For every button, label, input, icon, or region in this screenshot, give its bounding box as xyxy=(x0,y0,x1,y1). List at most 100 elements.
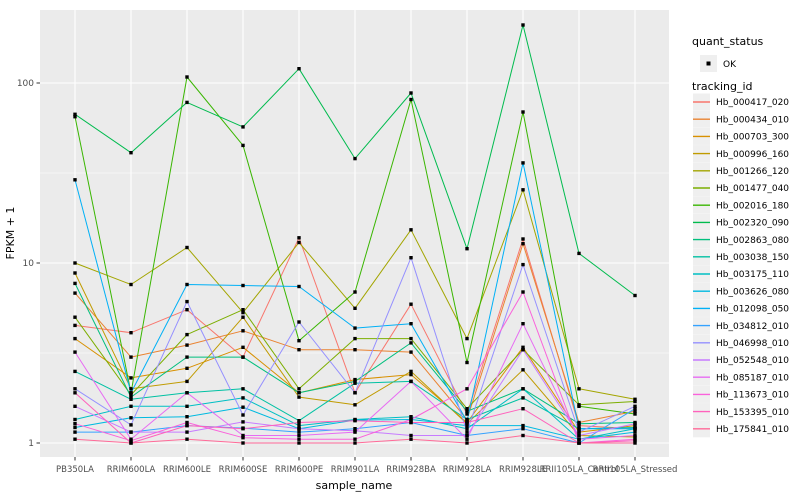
legend-item-label: Hb_003038_150 xyxy=(716,253,789,263)
data-point xyxy=(521,161,525,165)
data-point xyxy=(633,407,637,411)
x-tick-label: PB350LA xyxy=(56,465,94,475)
data-point xyxy=(633,404,637,408)
data-point xyxy=(129,423,133,427)
data-point xyxy=(633,433,637,438)
data-point xyxy=(633,397,637,401)
x-axis-tick-labels: PB350LA RRIM600LA RRIM600LE RRIM600SE RRIM60… xyxy=(56,465,677,475)
legend-item-label: Hb_175841_010 xyxy=(716,425,789,435)
data-point xyxy=(129,376,133,380)
data-point xyxy=(409,369,413,374)
legend-item-label: Hb_003626_080 xyxy=(716,287,789,297)
x-tick-label: RRIM928LE xyxy=(499,465,547,475)
legend-item: Hb_085187_010 xyxy=(693,368,789,386)
data-point xyxy=(409,341,413,345)
data-point xyxy=(521,423,525,428)
data-point xyxy=(297,284,301,289)
x-tick-label: RRII105LA_Stressed xyxy=(593,465,678,475)
x-tick-label: RRIM600LE xyxy=(163,465,211,475)
data-point xyxy=(185,299,189,304)
legend-items: Hb_000417_020 Hb_000434_010 Hb_000703_300 H… xyxy=(693,93,789,438)
data-point xyxy=(409,350,413,354)
data-point xyxy=(129,430,133,434)
legend-item: Hb_000703_300 xyxy=(693,127,789,145)
data-point xyxy=(353,430,357,434)
legend-item-label: Hb_001477_040 xyxy=(716,184,789,194)
data-point xyxy=(353,437,357,441)
data-point xyxy=(465,427,469,431)
legend: quant_status OK tracking_id Hb_000417_02… xyxy=(692,35,789,438)
data-point xyxy=(409,91,413,95)
legend-item: Hb_000417_020 xyxy=(693,93,789,111)
data-point xyxy=(241,441,245,445)
data-point xyxy=(73,271,77,275)
y-tick-label: 1 xyxy=(28,439,34,449)
data-point xyxy=(521,396,525,400)
data-point xyxy=(577,404,581,408)
legend-item-label: Hb_000417_020 xyxy=(716,98,789,108)
x-axis-title: sample_name xyxy=(316,479,393,492)
data-point xyxy=(353,306,357,310)
data-point xyxy=(577,430,581,434)
data-point xyxy=(465,247,469,251)
data-point xyxy=(297,427,301,431)
data-point xyxy=(577,251,581,256)
series-points xyxy=(73,23,637,445)
x-tick-label: RRIM600SE xyxy=(219,465,268,475)
data-point xyxy=(185,437,189,441)
data-point xyxy=(521,262,525,267)
data-point xyxy=(129,397,133,401)
data-point xyxy=(241,433,245,438)
data-point xyxy=(521,188,525,192)
data-point xyxy=(353,348,357,352)
legend-item-label: Hb_003175_110 xyxy=(716,270,789,280)
legend-item-label: Hb_000703_300 xyxy=(716,133,789,143)
legend-item: Hb_113673_010 xyxy=(693,385,789,403)
legend-item-label: Hb_052548_010 xyxy=(716,356,789,366)
data-point xyxy=(73,112,77,116)
data-point xyxy=(353,391,357,395)
data-point xyxy=(353,290,357,294)
data-point xyxy=(521,407,525,411)
data-point xyxy=(521,242,525,246)
legend-item: Hb_002320_090 xyxy=(693,213,789,231)
data-point xyxy=(297,348,301,352)
data-point xyxy=(577,441,581,445)
data-point xyxy=(577,433,581,438)
data-point xyxy=(129,331,133,335)
data-point xyxy=(633,441,637,445)
data-point xyxy=(465,387,469,391)
legend-item-label: Hb_085187_010 xyxy=(716,373,789,383)
data-point xyxy=(465,420,469,425)
legend-label-ok: OK xyxy=(723,60,737,70)
data-point xyxy=(521,345,525,349)
data-point xyxy=(409,322,413,326)
data-point xyxy=(73,422,77,426)
data-point xyxy=(129,404,133,408)
data-point xyxy=(465,417,469,422)
data-point xyxy=(73,291,77,295)
y-tick-label: 100 xyxy=(17,79,34,89)
data-point xyxy=(409,372,413,377)
data-point xyxy=(185,415,189,419)
data-point xyxy=(521,387,525,391)
data-point xyxy=(73,437,77,441)
legend-item: Hb_002016_180 xyxy=(693,196,789,214)
x-tick-label: RRIM928LA xyxy=(443,465,492,475)
data-point xyxy=(353,381,357,385)
data-point xyxy=(521,368,525,372)
data-point xyxy=(409,433,413,438)
legend-item-label: Hb_012098_050 xyxy=(716,305,789,315)
data-point xyxy=(409,437,413,441)
legend-item-label: Hb_001266_120 xyxy=(716,167,789,177)
x-tick-label: RRIM600PE xyxy=(275,465,323,475)
data-point xyxy=(353,336,357,341)
data-point xyxy=(129,151,133,155)
data-point xyxy=(465,433,469,438)
legend-item-label: Hb_000434_010 xyxy=(716,115,789,125)
data-point xyxy=(73,115,77,119)
x-tick-label: RRIM600LA xyxy=(107,465,156,475)
legend-item-label: Hb_002863_080 xyxy=(716,236,789,246)
data-point xyxy=(465,423,469,428)
